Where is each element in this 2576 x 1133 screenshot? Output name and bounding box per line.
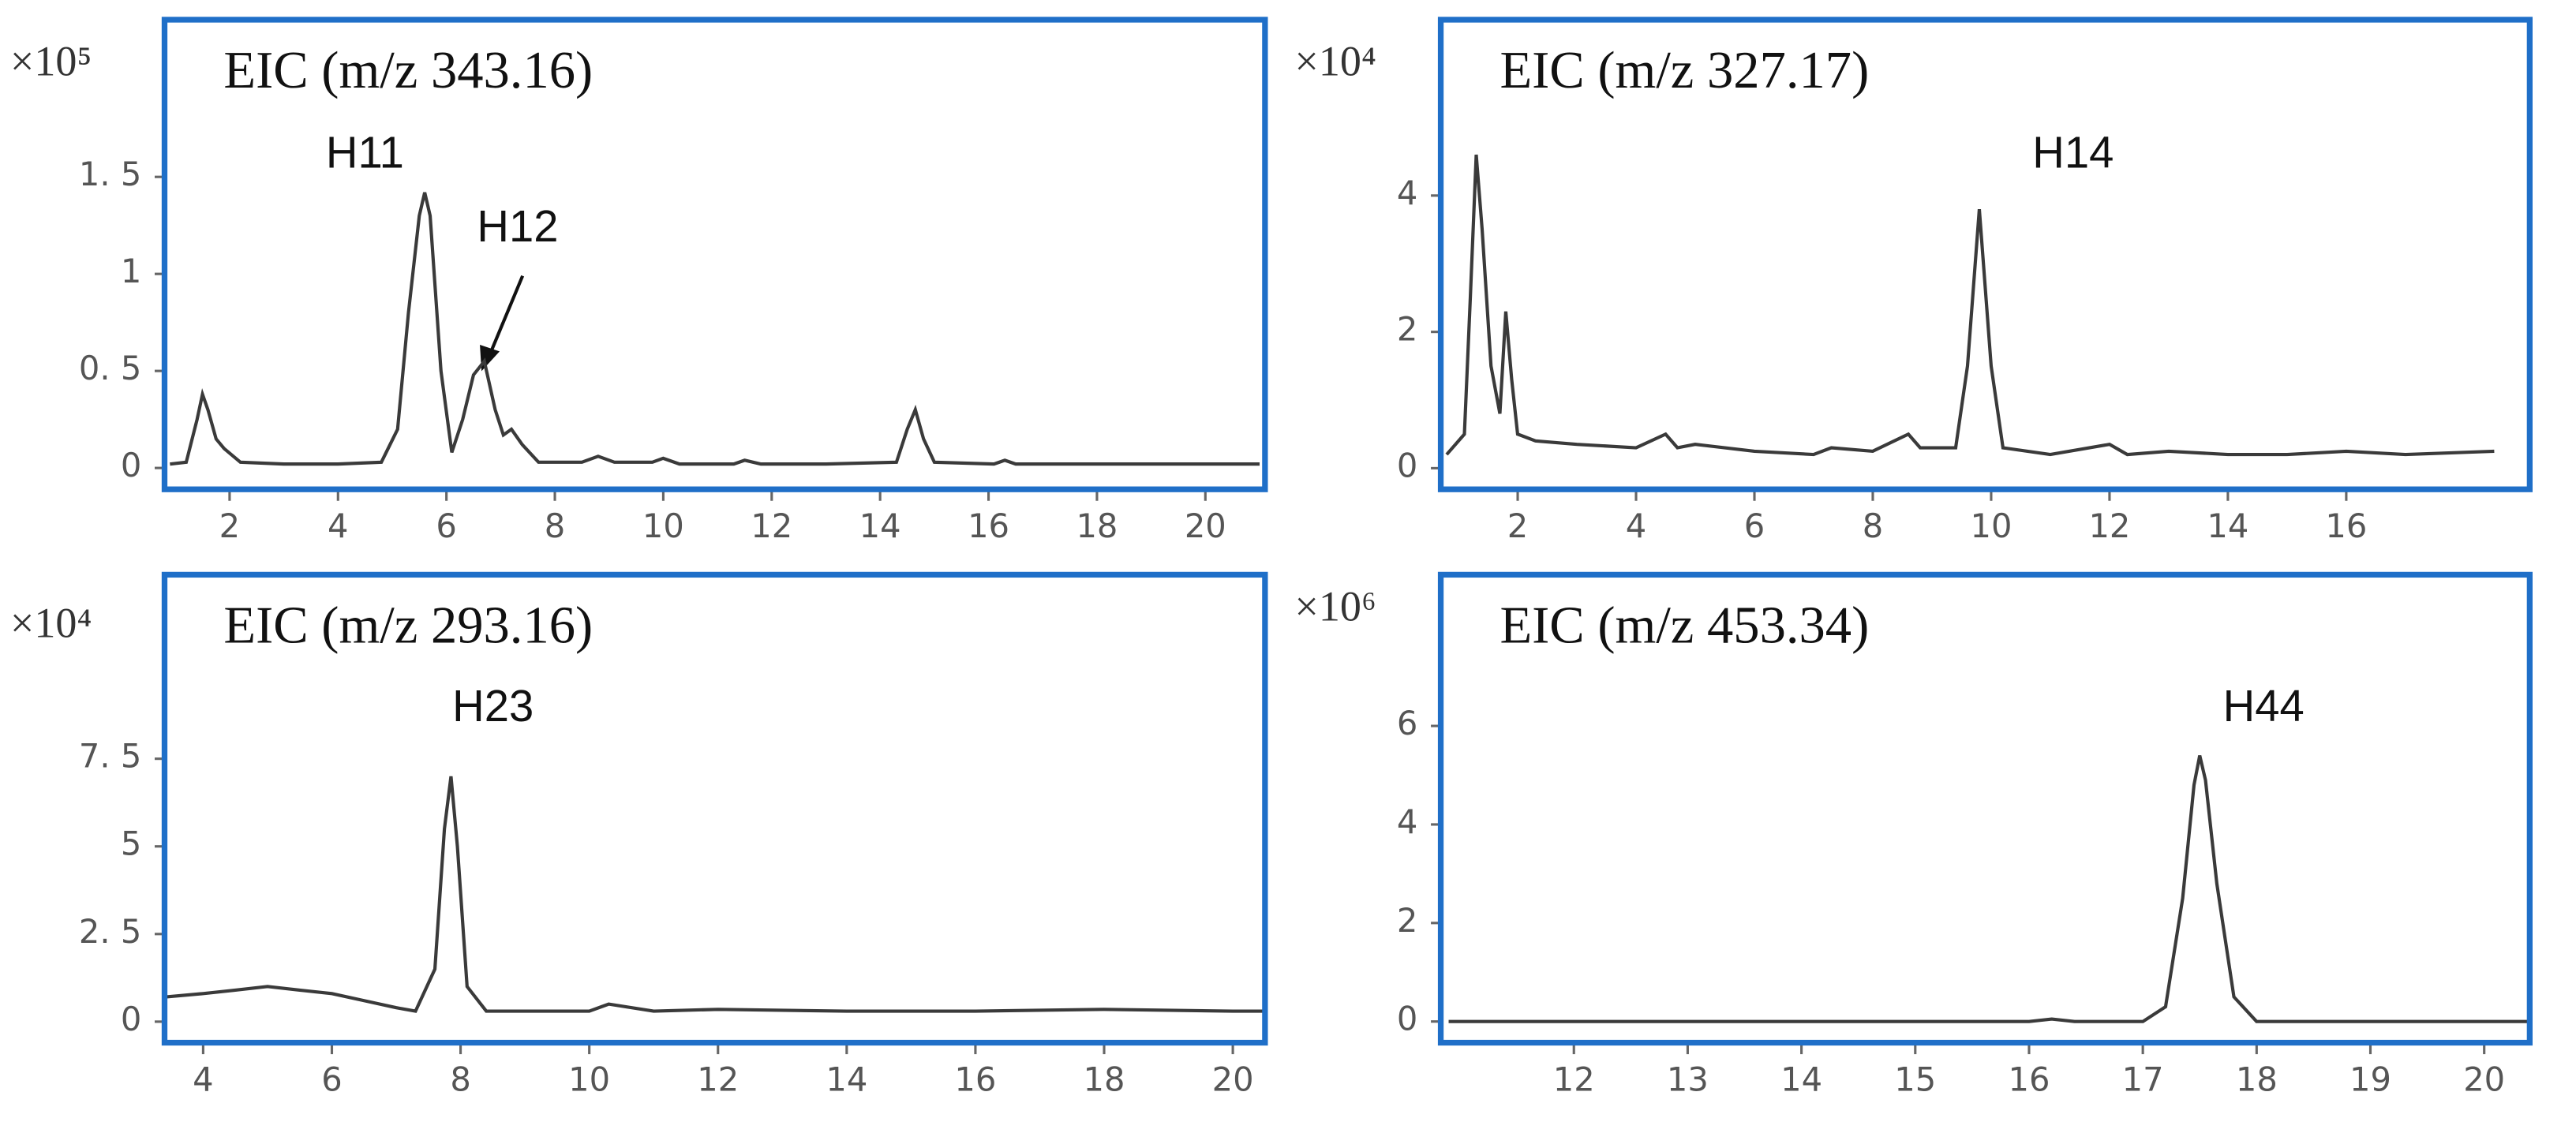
y-tick-label: 1. 5	[79, 155, 141, 193]
x-tick-label: 2	[1507, 507, 1528, 545]
x-tick-label: 12	[2088, 507, 2130, 545]
x-tick-label: 12	[751, 507, 792, 545]
y-tick-label: 0	[121, 1000, 141, 1038]
panel-title: EIC (m/z 343.16)	[223, 42, 593, 99]
x-tick-label: 18	[1076, 507, 1118, 545]
y-tick-label: 5	[121, 825, 141, 863]
y-tick-label: 2	[1397, 901, 1417, 940]
x-tick-label: 18	[2236, 1060, 2278, 1098]
x-tick-label: 10	[568, 1060, 610, 1098]
x-tick-label: 18	[1084, 1060, 1125, 1098]
trace-line	[170, 192, 1260, 466]
x-tick-label: 8	[450, 1060, 470, 1098]
x-tick-label: 14	[1780, 1060, 1822, 1098]
panel-title: EIC (m/z 327.17)	[1500, 42, 1869, 99]
x-tick-label: 20	[1185, 507, 1226, 545]
scale-label: ×10⁵	[10, 38, 92, 85]
x-tick-label: 16	[968, 507, 1009, 545]
x-tick-label: 17	[2122, 1060, 2164, 1098]
panel-frame	[161, 17, 1268, 492]
peak-label: H11	[326, 128, 404, 178]
peak-label: H14	[2032, 128, 2114, 178]
peak-label: H23	[452, 681, 534, 731]
panel-frame	[1437, 571, 2533, 1046]
x-tick-label: 2	[219, 507, 240, 545]
panel-title: EIC (m/z 453.34)	[1500, 596, 1869, 654]
arrow	[480, 275, 525, 372]
trace-line	[164, 776, 1265, 1013]
x-tick-label: 14	[859, 507, 901, 545]
trace-line	[1445, 154, 2495, 457]
x-tick-label: 16	[2008, 1060, 2050, 1098]
x-tick-label: 13	[1667, 1060, 1709, 1098]
x-tick-label: 12	[1553, 1060, 1595, 1098]
y-tick-label: 0	[121, 446, 141, 484]
x-tick-label: 12	[697, 1060, 739, 1098]
y-tick-label: 7. 5	[79, 737, 141, 776]
x-tick-label: 6	[436, 507, 456, 545]
x-tick-label: 4	[1626, 507, 1646, 545]
x-tick-label: 10	[1970, 507, 2012, 545]
x-tick-label: 20	[1212, 1060, 1254, 1098]
y-tick-label: 2	[1397, 310, 1417, 349]
trace-line	[1448, 755, 2530, 1023]
x-tick-label: 20	[2463, 1060, 2505, 1098]
x-tick-label: 4	[193, 1060, 213, 1098]
scale-label: ×10⁶	[1294, 583, 1376, 630]
x-tick-label: 15	[1894, 1060, 1936, 1098]
y-tick-label: 2. 5	[79, 912, 141, 951]
x-tick-label: 14	[826, 1060, 867, 1098]
x-tick-label: 10	[642, 507, 684, 545]
x-tick-label: 16	[2325, 507, 2367, 545]
x-tick-label: 14	[2207, 507, 2248, 545]
panel-title: EIC (m/z 293.16)	[223, 596, 593, 654]
peak-label: H44	[2223, 681, 2305, 731]
y-tick-label: 4	[1397, 802, 1417, 841]
y-tick-label: 1	[121, 252, 141, 290]
x-tick-label: 8	[1863, 507, 1883, 545]
y-tick-label: 4	[1397, 174, 1417, 212]
y-tick-label: 0	[1397, 1000, 1417, 1038]
x-tick-label: 4	[328, 507, 348, 545]
scale-label: ×10⁴	[10, 599, 92, 646]
peak-label: H12	[477, 201, 558, 251]
x-tick-label: 19	[2349, 1060, 2391, 1098]
x-tick-label: 6	[321, 1060, 342, 1098]
panel-frame	[161, 571, 1268, 1046]
panel-frame	[1437, 17, 2533, 492]
y-tick-label: 0. 5	[79, 349, 141, 387]
x-tick-label: 16	[954, 1060, 996, 1098]
y-tick-label: 6	[1397, 704, 1417, 742]
scale-label: ×10⁴	[1294, 38, 1376, 85]
x-tick-label: 8	[545, 507, 565, 545]
x-tick-label: 6	[1744, 507, 1765, 545]
y-tick-label: 0	[1397, 446, 1417, 484]
